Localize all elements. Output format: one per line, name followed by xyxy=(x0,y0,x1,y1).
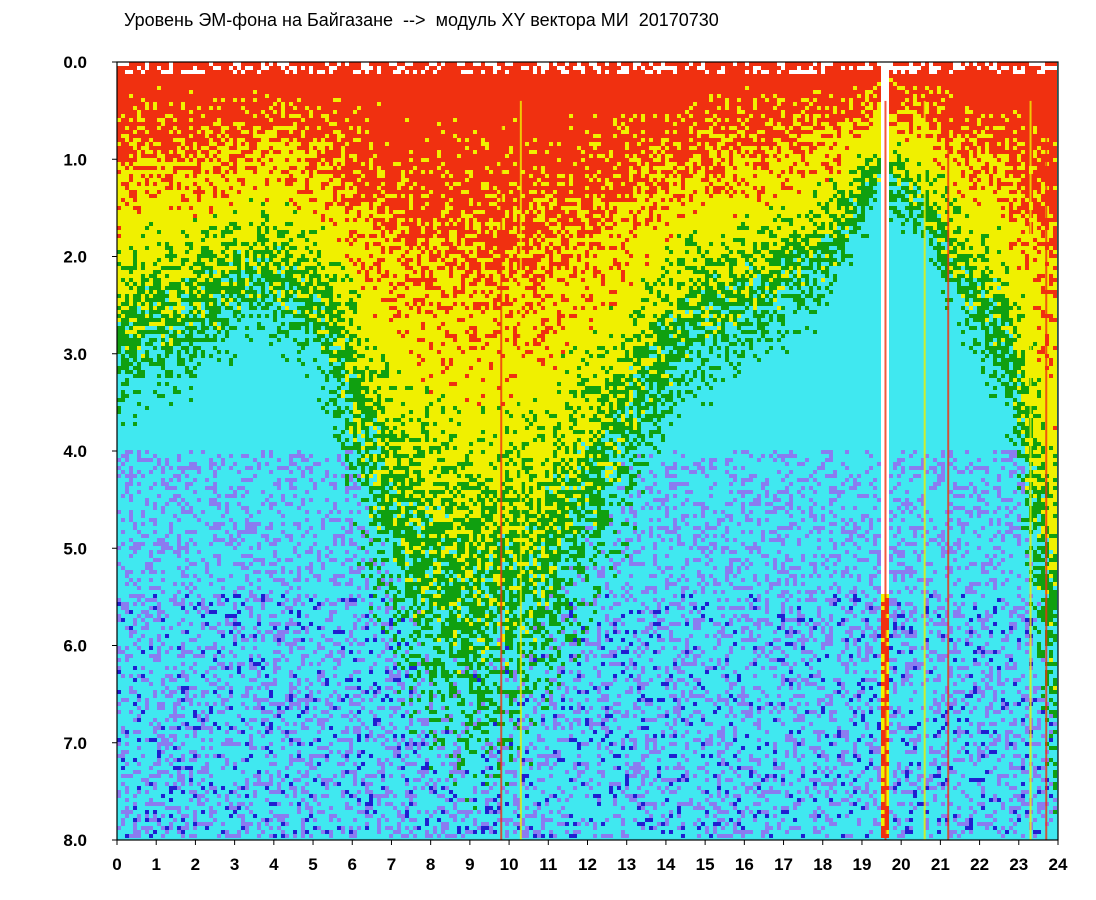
y-axis: 0.0 1.0 2.0 3.0 4.0 5.0 6.0 7.0 8.0 xyxy=(63,53,117,850)
x-tick-label: 21 xyxy=(931,855,950,874)
x-tick-label: 19 xyxy=(852,855,871,874)
x-axis: 0 1 2 3 4 5 6 7 8 9 10 11 12 13 14 15 16 17 18 19 20 21 22 23 24 xyxy=(112,840,1068,874)
x-tick-label: 15 xyxy=(696,855,715,874)
x-tick-label: 4 xyxy=(269,855,279,874)
x-tick-label: 9 xyxy=(465,855,474,874)
y-tick-label: 4.0 xyxy=(63,442,87,461)
plot-area xyxy=(117,62,1058,840)
x-tick-label: 17 xyxy=(774,855,793,874)
x-tick-label: 22 xyxy=(970,855,989,874)
y-tick-label: 6.0 xyxy=(63,637,87,656)
y-tick-label: 7.0 xyxy=(63,734,87,753)
x-tick-label: 14 xyxy=(656,855,675,874)
y-tick-label: 8.0 xyxy=(63,831,87,850)
x-tick-label: 12 xyxy=(578,855,597,874)
x-tick-label: 10 xyxy=(500,855,519,874)
x-tick-label: 6 xyxy=(348,855,357,874)
y-tick-label: 2.0 xyxy=(63,248,87,267)
y-tick-label: 3.0 xyxy=(63,345,87,364)
x-tick-label: 2 xyxy=(191,855,200,874)
y-tick-label: 1.0 xyxy=(63,150,87,169)
y-tick-label: 5.0 xyxy=(63,539,87,558)
x-tick-label: 3 xyxy=(230,855,239,874)
x-tick-label: 0 xyxy=(112,855,121,874)
x-tick-label: 7 xyxy=(387,855,396,874)
x-tick-label: 11 xyxy=(539,855,557,874)
x-tick-label: 24 xyxy=(1049,855,1068,874)
x-tick-label: 18 xyxy=(813,855,832,874)
intensity-field xyxy=(117,62,1057,840)
x-tick-label: 5 xyxy=(308,855,317,874)
x-tick-label: 13 xyxy=(617,855,636,874)
y-tick-label: 0.0 xyxy=(63,53,87,72)
x-tick-label: 20 xyxy=(892,855,911,874)
x-tick-label: 8 xyxy=(426,855,435,874)
x-tick-label: 16 xyxy=(735,855,754,874)
x-tick-label: 23 xyxy=(1009,855,1028,874)
x-tick-label: 1 xyxy=(151,855,160,874)
